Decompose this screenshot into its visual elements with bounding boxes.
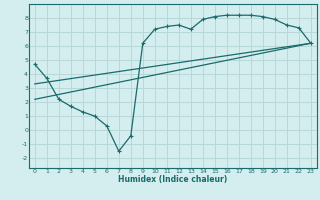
X-axis label: Humidex (Indice chaleur): Humidex (Indice chaleur) — [118, 175, 228, 184]
